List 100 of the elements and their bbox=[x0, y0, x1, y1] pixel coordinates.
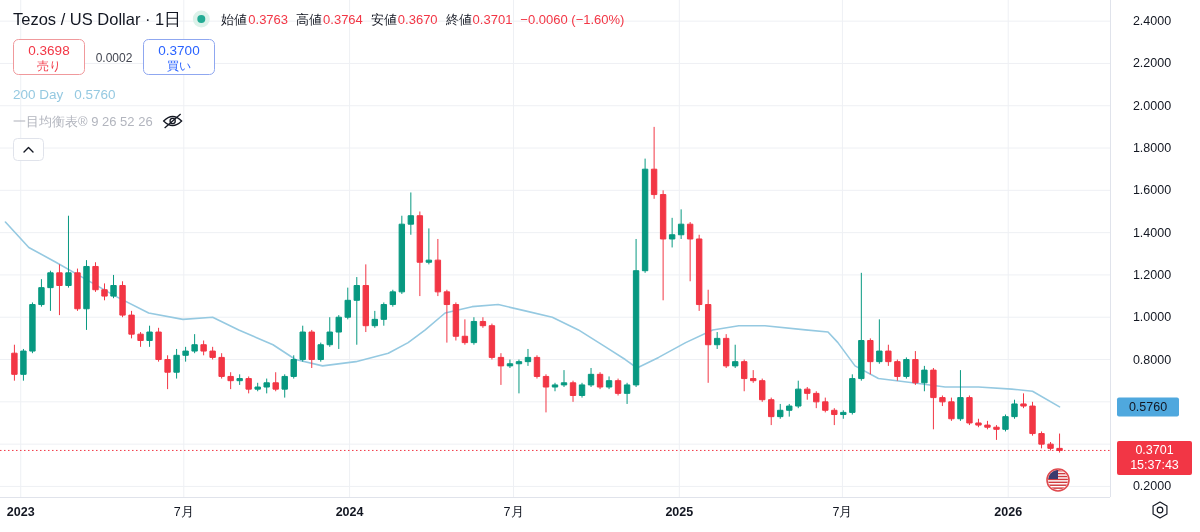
candlestick bbox=[939, 394, 946, 407]
y-tick-label: 0.8000 bbox=[1132, 352, 1172, 367]
candlestick bbox=[614, 378, 622, 396]
candlestick bbox=[912, 350, 919, 386]
candlestick bbox=[1002, 414, 1009, 432]
candlestick bbox=[416, 210, 424, 297]
candlestick bbox=[759, 378, 766, 403]
candlestick bbox=[155, 327, 162, 363]
y-tick-label: 1.6000 bbox=[1132, 183, 1172, 198]
candlestick bbox=[371, 310, 379, 329]
candlestick bbox=[326, 316, 333, 348]
candlestick bbox=[822, 397, 829, 413]
candlestick bbox=[957, 369, 964, 422]
candlestick bbox=[831, 407, 838, 426]
candlestick bbox=[894, 359, 901, 382]
candlestick bbox=[470, 316, 478, 346]
candlestick bbox=[777, 403, 784, 420]
candlestick bbox=[1038, 430, 1045, 449]
text: 15:37:43 bbox=[1130, 458, 1179, 473]
candlestick bbox=[515, 359, 523, 394]
candlestick bbox=[281, 373, 288, 399]
candlestick bbox=[704, 289, 712, 384]
candlestick bbox=[533, 354, 541, 380]
candlestick bbox=[218, 352, 225, 380]
annotation: 買い bbox=[167, 59, 191, 73]
annotation: 0.3700 bbox=[158, 42, 200, 58]
candlestick bbox=[795, 380, 802, 409]
candlestick bbox=[245, 375, 252, 394]
candlestick bbox=[632, 238, 640, 388]
candlestick bbox=[164, 354, 171, 390]
x-tick-label: 7月 bbox=[173, 505, 194, 519]
candlestick bbox=[110, 274, 117, 299]
x-tick-label: 7月 bbox=[832, 505, 853, 519]
candlestick bbox=[182, 346, 189, 363]
text: 0.3701 bbox=[1135, 443, 1174, 458]
candlestick bbox=[101, 282, 108, 301]
text: Tezos / US Dollar · 1日 bbox=[13, 10, 182, 28]
annotation: 始値 bbox=[221, 11, 248, 27]
y-tick-label: 0.2000 bbox=[1132, 479, 1172, 494]
candlestick bbox=[668, 217, 676, 248]
candlestick bbox=[317, 342, 324, 363]
candlestick bbox=[173, 348, 180, 380]
candlestick bbox=[686, 221, 694, 282]
candlestick bbox=[713, 331, 721, 350]
candlestick bbox=[38, 278, 45, 308]
x-tick-label: 2024 bbox=[335, 505, 364, 519]
candlestick bbox=[921, 365, 928, 392]
candlestick bbox=[20, 348, 27, 382]
candlestick bbox=[74, 268, 81, 312]
candlestick bbox=[524, 348, 532, 367]
y-tick-label: 1.8000 bbox=[1132, 141, 1172, 156]
y-tick-label: 2.0000 bbox=[1132, 98, 1172, 113]
candlestick bbox=[695, 234, 703, 312]
annotation: 0.3764 bbox=[323, 11, 363, 27]
candlestick bbox=[272, 371, 279, 392]
candlestick bbox=[650, 126, 658, 200]
candlestick bbox=[47, 270, 54, 312]
candlestick bbox=[903, 356, 910, 380]
annotation: 終値 bbox=[444, 11, 472, 27]
candlestick bbox=[380, 301, 388, 327]
candlestick bbox=[858, 272, 865, 382]
x-tick-label: 2026 bbox=[994, 505, 1023, 519]
candlestick bbox=[227, 371, 234, 390]
annotation: 0.3670 bbox=[397, 11, 438, 27]
x-tick-label: 7月 bbox=[503, 505, 524, 519]
annotation: 高値 bbox=[296, 11, 323, 27]
candlestick bbox=[1029, 401, 1036, 437]
candlestick bbox=[786, 403, 793, 418]
candlestick bbox=[1020, 392, 1027, 409]
candlestick bbox=[813, 390, 820, 409]
candlestick bbox=[741, 359, 748, 392]
candlestick bbox=[191, 333, 198, 354]
candlestick bbox=[389, 289, 397, 308]
candlestick bbox=[768, 397, 775, 426]
candlestick bbox=[885, 344, 892, 367]
x-tick-label: 2023 bbox=[6, 505, 35, 519]
candlestick bbox=[840, 409, 847, 420]
legend: 200 Day 0.5760 bbox=[13, 86, 116, 102]
candlestick bbox=[569, 380, 577, 403]
candlestick bbox=[137, 331, 144, 348]
candlestick bbox=[659, 189, 667, 301]
candlestick bbox=[677, 208, 685, 240]
candlestick bbox=[407, 191, 415, 236]
candlestick bbox=[1011, 399, 1018, 420]
annotation: 0.3698 bbox=[28, 42, 70, 58]
annotation: 売り bbox=[37, 59, 61, 73]
candlestick bbox=[750, 369, 757, 384]
candlestick bbox=[83, 259, 90, 331]
candlestick bbox=[731, 344, 739, 369]
candlestick bbox=[209, 346, 216, 361]
candlestick bbox=[623, 382, 631, 405]
candlestick bbox=[930, 367, 937, 430]
candlestick bbox=[263, 378, 270, 394]
candlestick bbox=[299, 325, 306, 363]
annotation: −0.0060 (−1.60%) bbox=[520, 11, 625, 27]
candlestick bbox=[479, 316, 487, 329]
candlestick bbox=[200, 340, 207, 356]
candlestick bbox=[804, 386, 811, 401]
candlestick bbox=[425, 227, 433, 265]
y-tick-label: 1.2000 bbox=[1132, 267, 1172, 282]
